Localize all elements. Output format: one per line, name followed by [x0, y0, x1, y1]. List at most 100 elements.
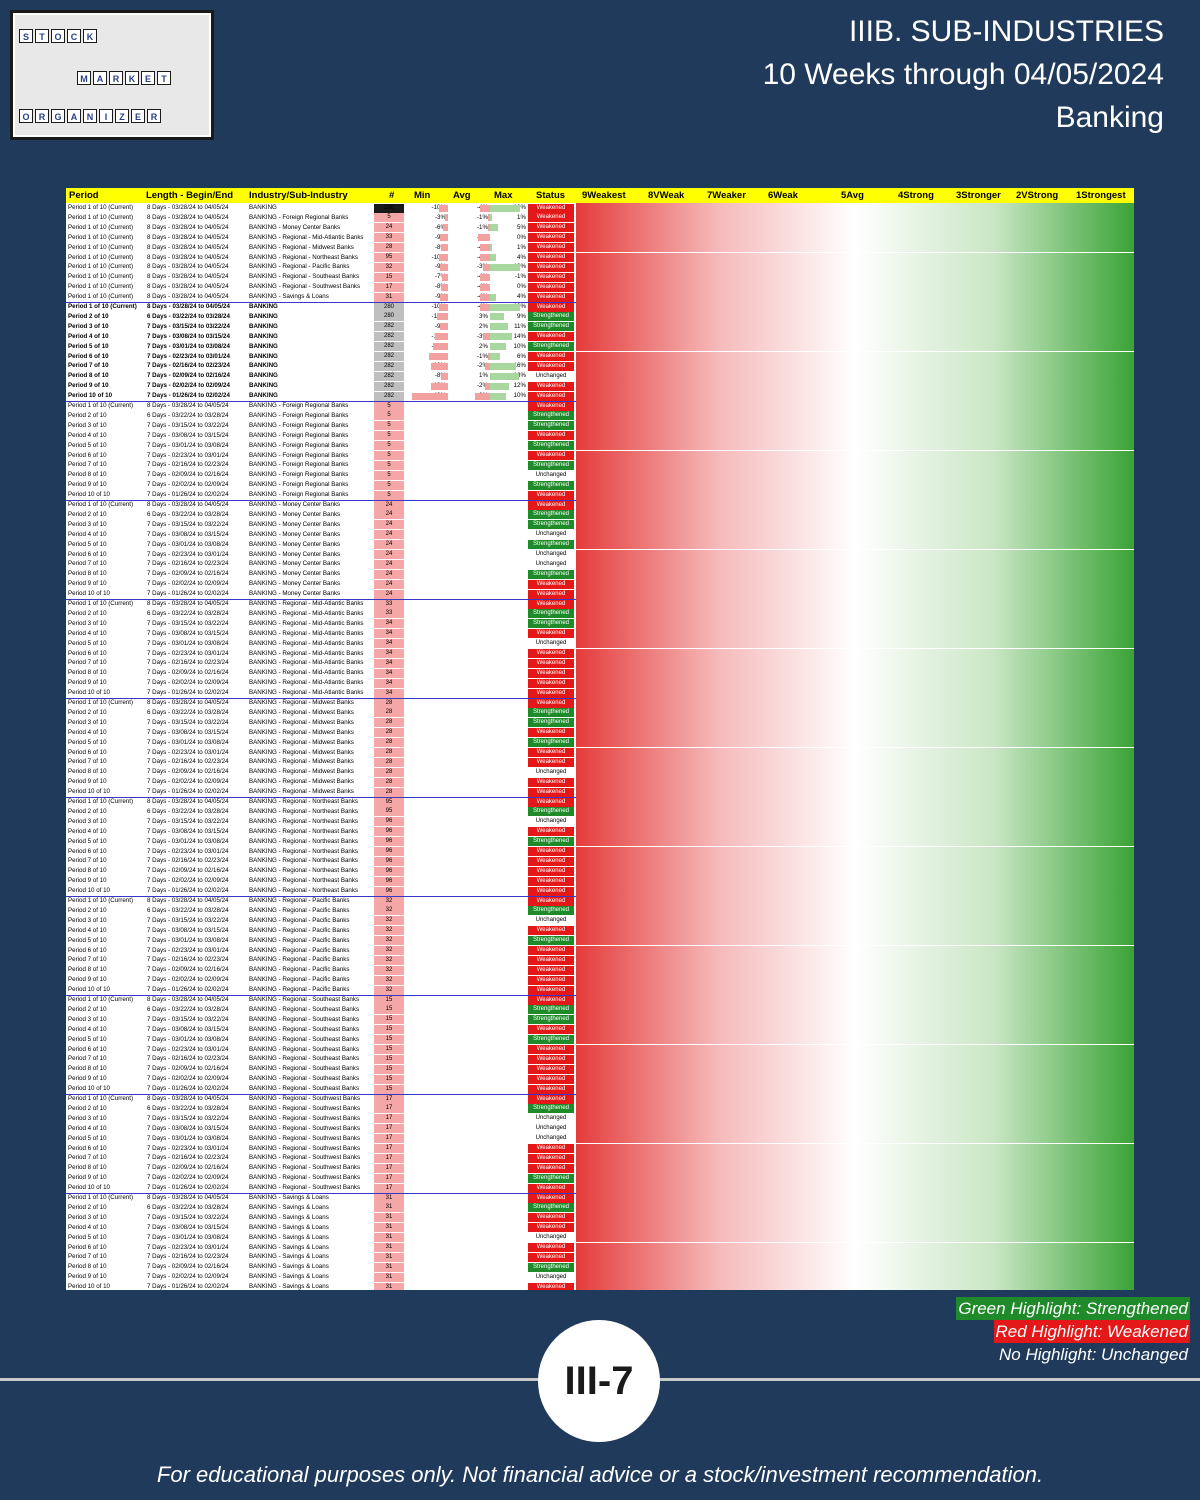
rank-gradient — [576, 272, 1134, 283]
cell-period: Period 1 of 10 (Current) — [68, 283, 133, 291]
cell-period: Period 5 of 10 — [68, 837, 107, 845]
rank-gradient — [576, 391, 1134, 401]
status-badge: Strengthened — [528, 421, 574, 431]
cell-industry: BANKING - Regional - Northeast Banks — [249, 877, 359, 885]
table-row: Period 3 of 10 7 Days - 03/15/24 to 03/22… — [66, 717, 1134, 728]
cell-industry: BANKING - Regional - Midwest Banks — [249, 243, 354, 251]
cell-period: Period 6 of 10 — [68, 847, 107, 855]
min-bar — [439, 234, 448, 242]
logo-letter: A — [93, 71, 107, 85]
cell-industry: BANKING - Regional - Southeast Banks — [249, 1075, 360, 1083]
cell-period: Period 2 of 10 — [68, 807, 107, 815]
rank-gradient — [576, 965, 1134, 976]
cell-length: 6 Days - 03/22/24 to 03/28/24 — [147, 510, 229, 518]
rank-gradient — [576, 658, 1134, 669]
max-bar — [490, 392, 506, 400]
cell-count: 28 — [374, 738, 404, 748]
status-badge: Unchanged — [535, 551, 567, 557]
cell-period: Period 6 of 10 — [68, 748, 107, 756]
table-row: Period 7 of 10 7 Days - 02/16/24 to 02/23… — [66, 460, 1134, 471]
table-row: Period 7 of 10 7 Days - 02/16/24 to 02/23… — [66, 559, 1134, 570]
table-row: Period 9 of 10 7 Days - 02/02/24 to 02/09… — [66, 381, 1134, 392]
status-badge: Weakened — [528, 1084, 574, 1094]
cell-length: 7 Days - 02/02/24 to 02/09/24 — [147, 481, 229, 489]
rank-gradient — [576, 222, 1134, 233]
cell-industry: BANKING - Foreign Regional Banks — [249, 471, 349, 479]
cell-industry: BANKING - Regional - Midwest Banks — [249, 748, 354, 756]
cell-count: 282 — [374, 391, 404, 401]
rank-gradient — [576, 876, 1134, 887]
header-min: Min — [414, 190, 431, 201]
avg-bar — [480, 204, 490, 212]
rank-gradient — [576, 410, 1134, 421]
max-bar — [490, 224, 498, 232]
cell-length: 7 Days - 03/08/24 to 03/15/24 — [147, 1025, 229, 1033]
cell-max: 6% — [517, 352, 526, 360]
cell-period: Period 7 of 10 — [68, 956, 107, 964]
cell-period: Period 5 of 10 — [68, 738, 107, 746]
status-badge: Unchanged — [535, 372, 567, 379]
status-badge: Weakened — [528, 253, 574, 262]
cell-period: Period 5 of 10 — [68, 1035, 107, 1043]
table-row: Period 7 of 10 7 Days - 02/16/24 to 02/23… — [66, 856, 1134, 867]
max-bar — [490, 372, 519, 380]
cell-length: 7 Days - 03/01/24 to 03/08/24 — [147, 1035, 229, 1043]
cell-period: Period 1 of 10 (Current) — [68, 600, 133, 607]
table-row: Period 3 of 10 7 Days - 03/15/24 to 03/22… — [66, 519, 1134, 530]
cell-industry: BANKING - Regional - Southwest Banks — [249, 1144, 361, 1152]
table-row: Period 1 of 10 (Current) 8 Days - 03/28/2… — [66, 995, 1134, 1005]
rank-gradient — [576, 826, 1134, 837]
cell-count: 31 — [374, 1233, 404, 1243]
min-bar — [439, 323, 448, 331]
cell-industry: BANKING - Regional - Pacific Banks — [249, 926, 350, 934]
cell-length: 7 Days - 03/15/24 to 03/22/24 — [147, 322, 230, 330]
logo-letter: O — [19, 109, 33, 123]
cell-min: -10% — [416, 204, 446, 211]
cell-period: Period 1 of 10 (Current) — [68, 213, 133, 221]
cell-industry: BANKING - Foreign Regional Banks — [249, 411, 349, 419]
cell-length: 7 Days - 03/15/24 to 03/22/24 — [147, 1114, 229, 1122]
cell-count: 34 — [374, 678, 404, 688]
cell-industry: BANKING - Regional - Pacific Banks — [249, 956, 350, 964]
cell-count: 5 — [374, 451, 404, 460]
cell-count: 5 — [374, 431, 404, 441]
cell-count: 24 — [374, 589, 404, 599]
min-bar — [441, 273, 448, 281]
cell-period: Period 8 of 10 — [68, 768, 107, 776]
cell-count: 96 — [374, 876, 404, 886]
cell-period: Period 9 of 10 — [68, 679, 107, 687]
cell-period: Period 6 of 10 — [68, 451, 107, 459]
cell-industry: BANKING - Foreign Regional Banks — [249, 431, 349, 439]
table-row: Period 5 of 10 7 Days - 03/01/24 to 03/08… — [66, 836, 1134, 847]
cell-length: 7 Days - 02/23/24 to 03/01/24 — [147, 649, 229, 657]
table-row: Period 6 of 10 7 Days - 02/23/24 to 03/01… — [66, 351, 1134, 362]
cell-industry: BANKING - Savings & Loans — [249, 1213, 329, 1221]
rank-gradient — [576, 351, 1134, 362]
cell-period: Period 4 of 10 — [68, 1025, 107, 1033]
cell-industry: BANKING - Savings & Loans — [249, 1223, 329, 1231]
cell-period: Period 3 of 10 — [68, 817, 107, 825]
status-badge: Weakened — [528, 1025, 574, 1035]
cell-industry: BANKING - Regional - Northeast Banks — [249, 827, 359, 835]
cell-length: 7 Days - 02/09/24 to 02/16/24 — [147, 471, 229, 479]
cell-period: Period 4 of 10 — [68, 926, 107, 934]
rank-gradient — [576, 866, 1134, 877]
cell-industry: BANKING - Regional - Southeast Banks — [249, 1065, 360, 1073]
cell-count: 32 — [374, 975, 404, 985]
table-row: Period 1 of 10 (Current) 8 Days - 03/28/2… — [66, 222, 1134, 233]
min-bar — [429, 353, 448, 360]
cell-length: 7 Days - 02/09/24 to 02/16/24 — [147, 1065, 229, 1073]
rank-gradient — [576, 608, 1134, 619]
status-badge: Strengthened — [528, 738, 574, 748]
cell-length: 7 Days - 02/02/24 to 02/09/24 — [147, 1174, 229, 1182]
rank-gradient — [576, 1212, 1134, 1223]
cell-length: 7 Days - 02/09/24 to 02/16/24 — [147, 669, 229, 677]
rank-gradient — [576, 628, 1134, 639]
cell-period: Period 1 of 10 (Current) — [68, 243, 133, 251]
rank-gradient — [576, 559, 1134, 570]
cell-period: Period 4 of 10 — [68, 332, 109, 340]
table-row: Period 8 of 10 7 Days - 02/09/24 to 02/16… — [66, 470, 1134, 481]
rank-gradient — [576, 1044, 1134, 1055]
cell-industry: BANKING - Regional - Mid-Atlantic Banks — [249, 639, 364, 647]
cell-length: 6 Days - 03/22/24 to 03/28/24 — [147, 906, 229, 914]
